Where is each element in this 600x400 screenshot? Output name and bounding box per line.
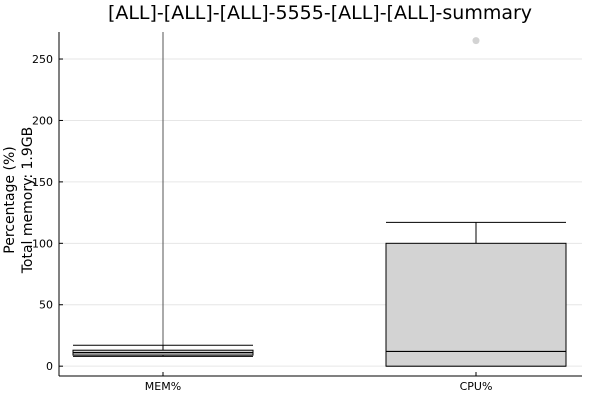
chart-title: [ALL]-[ALL]-[ALL]-5555-[ALL]-[ALL]-summa… — [107, 2, 533, 24]
y-tick-label-0: 0 — [46, 360, 53, 373]
y-tick-label-200: 200 — [32, 114, 53, 127]
y-tick-label-150: 150 — [32, 176, 53, 189]
y-tick-label-50: 50 — [39, 299, 53, 312]
y-tick-label-250: 250 — [32, 53, 53, 66]
x-tick-label-cpu: CPU% — [460, 380, 493, 393]
cpu-box — [385, 242, 567, 367]
y-tick-label-100: 100 — [32, 237, 53, 250]
x-tick-label-mem: MEM% — [145, 380, 181, 393]
cpu-outlier-point-0 — [472, 37, 480, 45]
